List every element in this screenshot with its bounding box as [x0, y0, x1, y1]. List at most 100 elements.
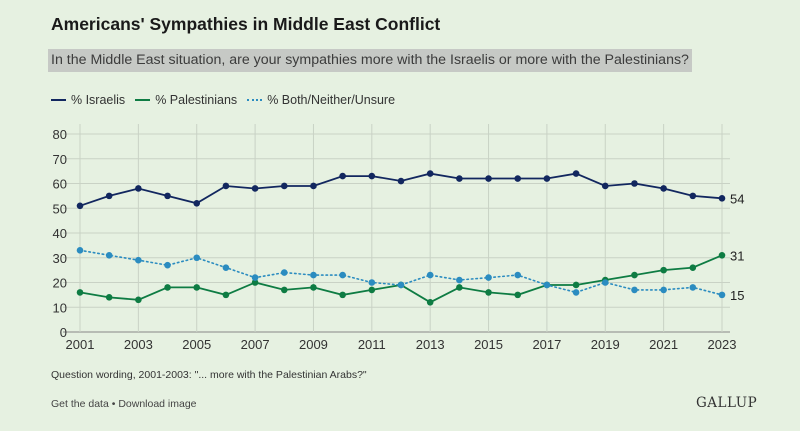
point-both-neither-2010: [339, 271, 346, 279]
point-both-neither-2021: [660, 286, 667, 294]
point-both-neither-2006: [222, 264, 230, 271]
x-tick-label: 2019: [591, 337, 620, 352]
point-israelis-2022: [689, 192, 697, 200]
point-israelis-2014: [456, 175, 463, 182]
legend-label-both-neither: % Both/Neither/Unsure: [267, 93, 396, 107]
end-label-palestinians: 31: [730, 248, 744, 263]
point-palestinians-2011: [368, 286, 376, 294]
point-both-neither-2001: [76, 247, 84, 254]
x-tick-label: 2015: [474, 337, 503, 352]
y-tick-label: 30: [53, 251, 67, 266]
download-image-link[interactable]: Download image: [118, 398, 197, 410]
point-israelis-2012: [397, 177, 405, 185]
point-both-neither-2017: [543, 281, 551, 289]
point-israelis-2017: [543, 175, 551, 182]
chart-title: Americans' Sympathies in Middle East Con…: [51, 14, 441, 34]
point-israelis-2006: [222, 182, 230, 190]
y-tick-label: 80: [53, 127, 67, 142]
footer-links: Get the data • Download image: [51, 398, 197, 410]
point-both-neither-2012: [397, 281, 405, 289]
point-israelis-2016: [514, 175, 522, 182]
point-palestinians-2005: [193, 284, 201, 291]
point-both-neither-2004: [164, 261, 171, 269]
point-palestinians-2014: [456, 284, 463, 291]
legend-item-palestinians: % Palestinians: [135, 93, 237, 107]
x-tick-label: 2001: [66, 337, 95, 352]
series-line-palestinians: [79, 254, 723, 304]
point-palestinians-2022: [689, 264, 697, 271]
point-both-neither-2015: [485, 274, 492, 281]
end-label-both-neither: 15: [730, 288, 744, 303]
x-tick-label: 2023: [708, 337, 737, 352]
point-israelis-2023: [718, 195, 726, 202]
point-both-neither-2007: [251, 274, 259, 281]
point-palestinians-2023: [718, 251, 726, 259]
point-israelis-2004: [164, 192, 171, 200]
point-both-neither-2022: [689, 284, 697, 291]
x-tick-label: 2021: [649, 337, 678, 352]
point-israelis-2007: [251, 185, 259, 192]
legend-item-both-neither: % Both/Neither/Unsure: [247, 93, 395, 107]
footer-separator: •: [108, 398, 119, 410]
point-both-neither-2011: [368, 279, 376, 286]
point-israelis-2011: [368, 172, 376, 180]
end-label-israelis: 54: [730, 191, 744, 206]
point-both-neither-2016: [514, 271, 522, 279]
point-palestinians-2008: [280, 286, 288, 294]
x-tick-label: 2005: [182, 337, 211, 352]
point-israelis-2015: [485, 175, 492, 182]
point-both-neither-2014: [456, 276, 463, 284]
point-palestinians-2006: [222, 291, 230, 299]
point-palestinians-2004: [164, 284, 171, 291]
x-tick-label: 2011: [358, 337, 386, 352]
point-palestinians-2016: [514, 291, 522, 299]
point-israelis-2013: [426, 170, 434, 177]
x-tick-label: 2009: [299, 337, 328, 352]
x-tick-label: 2017: [532, 337, 561, 352]
x-tick-label: 2003: [124, 337, 153, 352]
point-palestinians-2010: [339, 291, 346, 299]
legend-label-israelis: % Israelis: [71, 93, 126, 107]
point-both-neither-2009: [310, 271, 317, 279]
x-tick-label: 2007: [241, 337, 270, 352]
legend: % Israelis % Palestinians % Both/Neither…: [51, 93, 405, 107]
point-israelis-2018: [572, 170, 580, 177]
point-both-neither-2005: [193, 254, 201, 262]
point-israelis-2019: [601, 182, 609, 190]
gallup-logo: GALLUP: [696, 395, 758, 411]
point-palestinians-2001: [76, 289, 84, 296]
y-tick-label: 10: [53, 300, 67, 315]
point-both-neither-2019: [601, 279, 609, 286]
y-tick-label: 0: [60, 325, 67, 340]
y-tick-label: 60: [53, 177, 67, 192]
y-tick-label: 50: [53, 201, 67, 216]
point-both-neither-2018: [572, 289, 580, 296]
point-israelis-2005: [193, 200, 201, 207]
point-both-neither-2023: [718, 291, 726, 299]
point-palestinians-2007: [251, 279, 259, 286]
y-tick-label: 20: [53, 276, 67, 291]
chart-subtitle: In the Middle East situation, are your s…: [48, 49, 692, 72]
point-both-neither-2003: [135, 256, 142, 264]
point-palestinians-2003: [135, 296, 142, 304]
point-both-neither-2002: [105, 251, 113, 259]
get-data-link[interactable]: Get the data: [51, 398, 109, 410]
point-israelis-2001: [76, 202, 84, 210]
point-israelis-2009: [310, 182, 317, 190]
point-both-neither-2020: [631, 286, 638, 294]
legend-label-palestinians: % Palestinians: [155, 93, 238, 107]
x-tick-label: 2013: [416, 337, 445, 352]
point-palestinians-2018: [572, 281, 580, 289]
question-wording-note: Question wording, 2001-2003: "... more w…: [51, 369, 367, 381]
point-both-neither-2013: [426, 271, 434, 279]
point-israelis-2010: [339, 172, 346, 180]
point-palestinians-2015: [485, 289, 492, 296]
y-tick-label: 40: [53, 226, 67, 241]
point-palestinians-2009: [310, 284, 317, 291]
point-israelis-2020: [631, 180, 638, 187]
point-both-neither-2008: [280, 269, 288, 276]
point-palestinians-2002: [105, 294, 113, 301]
legend-swatch-both-neither: [247, 99, 263, 101]
y-tick-label: 70: [53, 152, 67, 167]
